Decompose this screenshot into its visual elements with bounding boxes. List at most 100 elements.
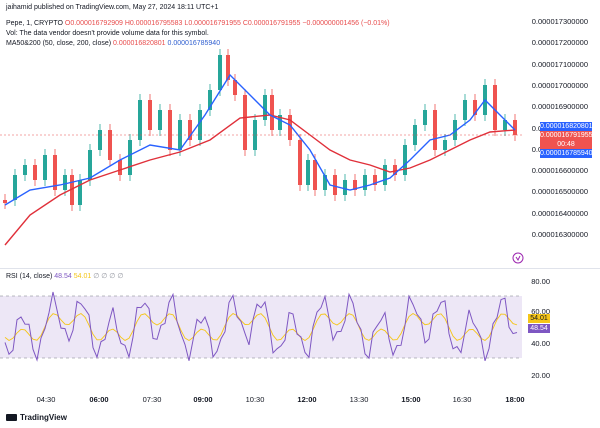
candle-body — [23, 165, 27, 175]
time-axis-label: 07:30 — [142, 395, 162, 404]
candle-body — [98, 130, 102, 150]
candle-body — [413, 125, 417, 145]
price-axis-label: 0.000016400000 — [531, 208, 588, 218]
brand-name: TradingView — [20, 413, 67, 422]
ma50-line — [4, 73, 516, 206]
rsi-empty-values: ∅ ∅ ∅ ∅ — [93, 273, 124, 280]
candle-body — [323, 175, 327, 190]
candle-body — [78, 180, 82, 205]
price-axis-label: 0.000017100000 — [531, 59, 588, 69]
price-axis-label: 0.000017300000 — [531, 17, 588, 26]
ohlc-open: O0.000016792909 — [64, 20, 123, 27]
candle-body — [403, 145, 407, 175]
rsi-value-tag: 48.54 — [528, 324, 550, 333]
rsi-value: 48.54 — [54, 273, 72, 280]
ma200-price-tag: 0.000016785940 — [540, 149, 593, 158]
candle-body — [306, 160, 310, 185]
candle-body — [128, 140, 132, 175]
time-axis-label: 12:00 — [297, 395, 317, 404]
candle-body — [423, 110, 427, 125]
rsi-axis-label: 80.00 — [531, 277, 550, 286]
time-axis-label: 16:30 — [452, 395, 472, 404]
candle-body — [208, 90, 212, 110]
tradingview-logo[interactable]: TradingView — [6, 413, 67, 422]
price-axis-label: 0.000017200000 — [531, 38, 588, 48]
candle-body — [503, 120, 507, 130]
candle-body — [363, 175, 367, 190]
candle-body — [263, 95, 267, 120]
candle-body — [333, 175, 337, 195]
ma-legend[interactable]: MA50&200 (50, close, 200, close) 0.00001… — [6, 39, 220, 48]
candle-body — [13, 175, 17, 200]
ohlc-high: H0.000016795583 — [124, 20, 183, 27]
candle-body — [108, 130, 112, 160]
rsi-band — [0, 296, 522, 358]
candle-body — [226, 55, 230, 80]
candle-body — [243, 95, 247, 150]
candle-body — [33, 165, 37, 180]
symbol-name[interactable]: Pepe, 1, CRYPTO — [6, 20, 63, 27]
publish-info: jaihamid published on TradingView.com, M… — [6, 4, 219, 11]
candle-body — [198, 110, 202, 140]
candle-body — [393, 165, 397, 175]
rsi-ma-tag: 54.01 — [528, 314, 550, 323]
candle-body — [188, 120, 192, 140]
candle-body — [63, 175, 67, 190]
candle-body — [313, 160, 317, 190]
candle-body — [253, 120, 257, 150]
volume-notice: Vol: The data vendor doesn't provide vol… — [6, 30, 209, 37]
last-price-tag: 0.000016791955 — [540, 131, 593, 140]
countdown-tag: 00:48 — [540, 140, 592, 149]
candle-body — [343, 180, 347, 195]
candle-body — [383, 165, 387, 185]
rsi-ma-value: 54.01 — [73, 273, 92, 280]
candle-body — [278, 115, 282, 130]
candle-body — [218, 55, 222, 90]
price-axis-label: 0.000016900000 — [531, 102, 588, 112]
candle-body — [453, 120, 457, 140]
candle-body — [443, 140, 447, 150]
candle-body — [270, 95, 274, 130]
candle-body — [373, 175, 377, 185]
time-axis-label: 18:00 — [505, 395, 525, 404]
ma50-value: 0.000016820801 — [113, 40, 166, 47]
price-axis-label: 0.000016300000 — [531, 230, 588, 239]
candle-body — [53, 155, 57, 190]
ma50-price-tag: 0.000016820801 — [540, 122, 593, 131]
rsi-line — [4, 291, 518, 362]
ma200-value: 0.000016785940 — [167, 40, 221, 47]
time-axis-label: 09:00 — [193, 395, 213, 404]
ma200-line — [4, 114, 516, 246]
candle-body — [70, 175, 74, 205]
time-axis-label: 06:00 — [89, 395, 109, 404]
time-axis-label: 13:30 — [349, 395, 369, 404]
candle-body — [513, 120, 517, 135]
price-axis-label: 0.000017000000 — [531, 80, 588, 90]
pane-separator[interactable] — [0, 268, 600, 269]
rsi-axis-label: 40.00 — [531, 339, 550, 348]
rsi-legend[interactable]: RSI (14, close) 48.54 54.01 ∅ ∅ ∅ ∅ — [6, 272, 123, 281]
candle-body — [433, 110, 437, 150]
candle-body — [148, 100, 152, 130]
time-axis-label: 10:30 — [245, 395, 265, 404]
rsi-axis-label: 60.00 — [531, 307, 550, 316]
ma-legend-label: MA50&200 (50, close, 200, close) — [6, 40, 112, 47]
candle-body — [353, 180, 357, 190]
candle-body — [493, 85, 497, 130]
candle-body — [473, 100, 477, 115]
ohlc-low: L0.000016791955 — [184, 20, 241, 27]
candle-body — [233, 80, 237, 95]
alert-clock-icon[interactable] — [512, 252, 524, 264]
time-axis-label: 15:00 — [401, 395, 421, 404]
price-axis-label: 0.000016600000 — [531, 166, 588, 176]
candlestick-series — [3, 49, 517, 211]
price-axis-label: 0.000016500000 — [531, 187, 588, 197]
rsi-label: RSI (14, close) — [6, 273, 53, 280]
candle-body — [298, 140, 302, 185]
rsi-axis-label: 20.00 — [531, 371, 550, 380]
candle-body — [158, 110, 162, 130]
candle-body — [3, 200, 7, 203]
ohlc-close: C0.000016791955 — [242, 20, 301, 27]
candle-body — [138, 100, 142, 140]
